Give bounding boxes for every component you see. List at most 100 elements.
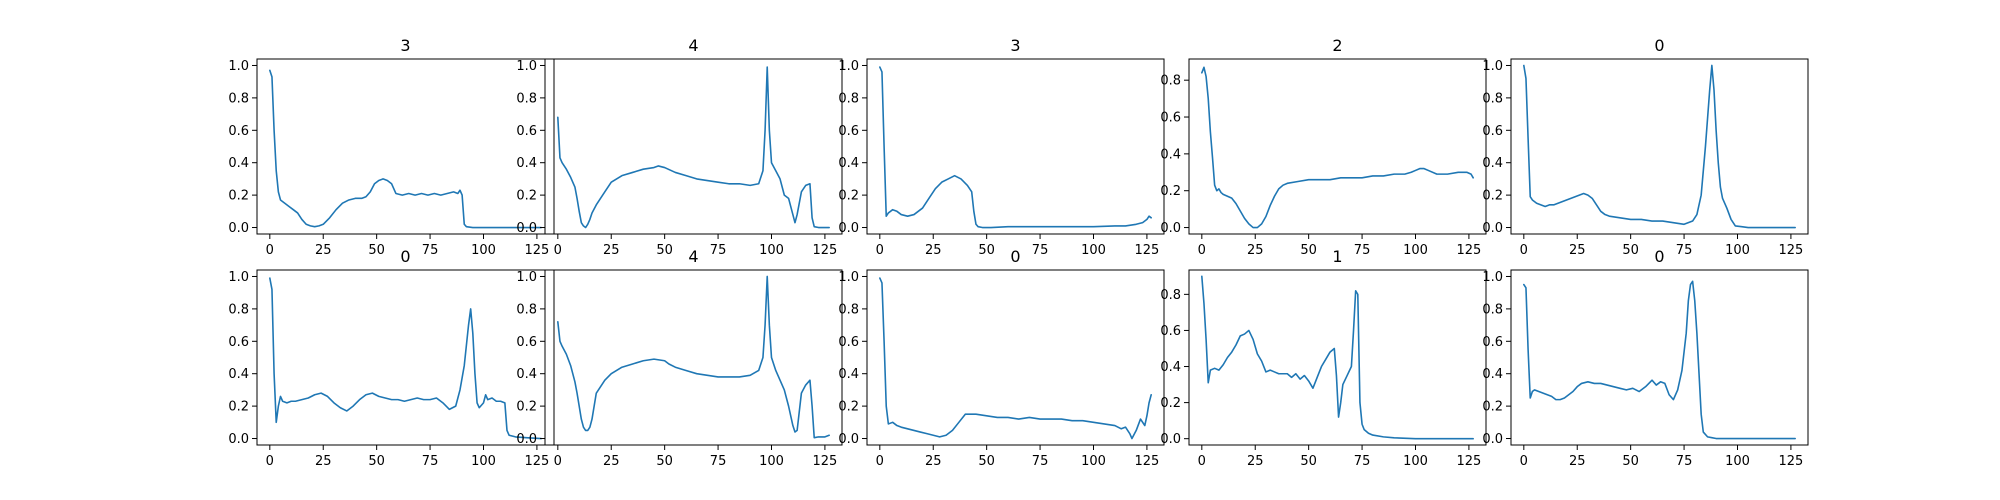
series-line <box>269 69 542 229</box>
series-line <box>557 275 830 439</box>
y-tick-label: 0.4 <box>838 156 859 171</box>
axes-frame <box>1188 269 1487 446</box>
x-tick-label: 0 <box>554 454 562 469</box>
chart-panel-10: 0 25 50 75 100 125 0.0 0.2 0.4 0.6 0.8 1.0 0 <box>1482 247 1809 469</box>
y-tick-label: 0.2 <box>228 189 249 204</box>
y-tick-label: 0.0 <box>516 221 537 236</box>
y-tick-label: 0.4 <box>228 156 249 171</box>
x-tick-label: 75 <box>1032 454 1049 469</box>
x-tick-label: 25 <box>1569 243 1586 258</box>
x-tick-label: 75 <box>1354 243 1371 258</box>
y-tick-label: 0.4 <box>1482 367 1503 382</box>
x-tick-label: 50 <box>978 243 995 258</box>
series-line <box>1201 66 1474 229</box>
x-tick-label: 125 <box>1134 454 1159 469</box>
y-tick-label: 0.2 <box>1482 189 1503 204</box>
y-tick-label: 0.0 <box>228 432 249 447</box>
panel-title: 1 <box>1332 247 1342 266</box>
axes-frame <box>1510 58 1809 235</box>
x-tick-label: 50 <box>368 454 385 469</box>
y-tick-label: 0.6 <box>1160 324 1181 339</box>
y-tick-label: 0.4 <box>1160 147 1181 162</box>
x-tick-label: 125 <box>524 454 549 469</box>
axes-frame <box>256 58 555 235</box>
y-tick-label: 0.0 <box>1482 221 1503 236</box>
x-tick-label: 50 <box>1300 454 1317 469</box>
x-tick-label: 0 <box>554 243 562 258</box>
x-tick-label: 50 <box>656 454 673 469</box>
y-tick-label: 0.6 <box>516 124 537 139</box>
y-tick-label: 0.6 <box>1482 124 1503 139</box>
y-tick-label: 0.8 <box>1160 288 1181 303</box>
y-tick-label: 1.0 <box>516 59 537 74</box>
x-tick-label: 100 <box>1403 454 1428 469</box>
chart-panel-5: 0 25 50 75 100 125 0.0 0.2 0.4 0.6 0.8 1.0 0 <box>1482 36 1809 258</box>
x-tick-label: 0 <box>876 243 884 258</box>
y-tick-label: 0.2 <box>1160 184 1181 199</box>
x-tick-label: 50 <box>1622 454 1639 469</box>
y-tick-label: 0.4 <box>516 367 537 382</box>
y-tick-label: 0.0 <box>838 221 859 236</box>
series-line <box>879 277 1152 440</box>
x-tick-label: 125 <box>524 243 549 258</box>
x-tick-label: 125 <box>812 243 837 258</box>
axes-frame <box>866 58 1165 235</box>
x-tick-label: 100 <box>471 243 496 258</box>
chart-panel-2: 0 25 50 75 100 125 0.0 0.2 0.4 0.6 0.8 1.0 4 <box>516 36 843 258</box>
y-tick-label: 0.0 <box>838 432 859 447</box>
y-tick-label: 0.8 <box>516 91 537 106</box>
y-tick-label: 0.2 <box>1160 396 1181 411</box>
x-tick-label: 125 <box>812 454 837 469</box>
x-tick-label: 50 <box>1622 243 1639 258</box>
y-tick-label: 0.2 <box>1482 400 1503 415</box>
x-tick-label: 125 <box>1778 454 1803 469</box>
panel-title: 2 <box>1332 36 1342 55</box>
panel-title: 4 <box>688 247 698 266</box>
y-tick-label: 1.0 <box>838 270 859 285</box>
y-tick-label: 0.8 <box>228 302 249 317</box>
y-tick-label: 1.0 <box>1482 59 1503 74</box>
series-line <box>1523 64 1796 229</box>
x-tick-label: 75 <box>422 243 439 258</box>
x-tick-label: 0 <box>266 243 274 258</box>
chart-panel-4: 0 25 50 75 100 125 0.0 0.2 0.4 0.6 0.8 2 <box>1160 36 1487 258</box>
y-tick-label: 0.8 <box>228 91 249 106</box>
y-tick-label: 0.8 <box>1482 302 1503 317</box>
x-tick-label: 0 <box>1520 454 1528 469</box>
panel-title: 3 <box>1010 36 1020 55</box>
x-tick-label: 25 <box>925 243 942 258</box>
x-tick-label: 50 <box>1300 243 1317 258</box>
x-tick-label: 0 <box>876 454 884 469</box>
y-tick-label: 0.0 <box>516 432 537 447</box>
y-tick-label: 0.8 <box>1160 74 1181 89</box>
panel-title: 3 <box>400 36 410 55</box>
x-tick-label: 0 <box>1520 243 1528 258</box>
panel-title: 0 <box>1654 36 1664 55</box>
y-tick-label: 0.0 <box>1160 432 1181 447</box>
chart-panel-1: 0 25 50 75 100 125 0.0 0.2 0.4 0.6 0.8 1.0 3 <box>228 36 555 258</box>
series-line <box>879 66 1152 229</box>
y-tick-label: 0.2 <box>516 400 537 415</box>
x-tick-label: 50 <box>978 454 995 469</box>
x-tick-label: 100 <box>759 454 784 469</box>
axes-frame <box>1510 269 1809 446</box>
y-tick-label: 0.2 <box>838 400 859 415</box>
series-line <box>1523 280 1796 440</box>
y-tick-label: 0.2 <box>838 189 859 204</box>
axes-frame <box>544 58 843 235</box>
chart-panel-6: 0 25 50 75 100 125 0.0 0.2 0.4 0.6 0.8 1.0 0 <box>228 247 555 469</box>
x-tick-label: 125 <box>1456 243 1481 258</box>
chart-panel-7: 0 25 50 75 100 125 0.0 0.2 0.4 0.6 0.8 1.0 4 <box>516 247 843 469</box>
y-tick-label: 0.8 <box>838 91 859 106</box>
chart-panel-3: 0 25 50 75 100 125 0.0 0.2 0.4 0.6 0.8 1.0 3 <box>838 36 1165 258</box>
y-tick-label: 0.4 <box>838 367 859 382</box>
panel-title: 0 <box>1010 247 1020 266</box>
x-tick-label: 25 <box>315 243 332 258</box>
series-line <box>269 277 542 440</box>
y-tick-label: 0.6 <box>228 124 249 139</box>
x-tick-label: 50 <box>656 243 673 258</box>
x-tick-label: 75 <box>710 243 727 258</box>
y-tick-label: 0.6 <box>1160 111 1181 126</box>
axes-frame <box>1188 58 1487 235</box>
